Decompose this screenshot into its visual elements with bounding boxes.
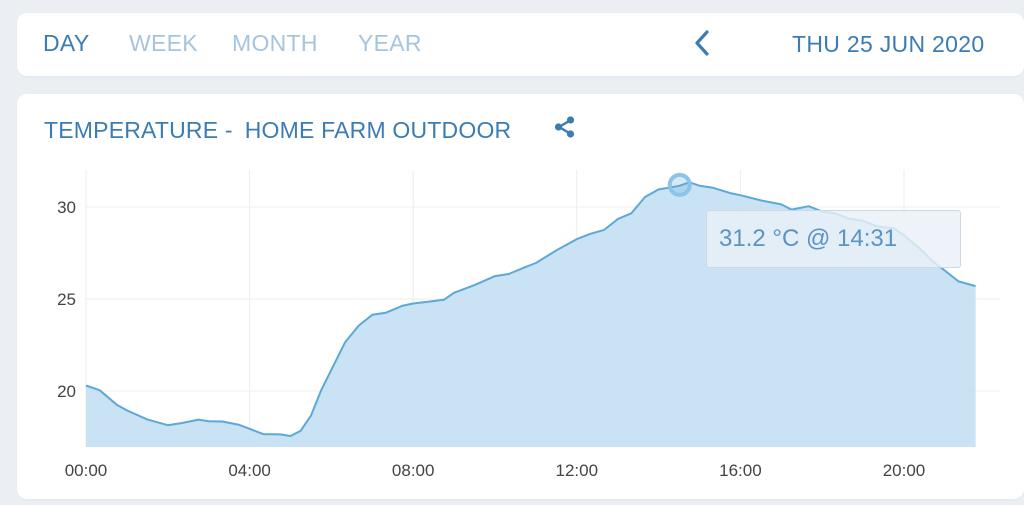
- tab-year[interactable]: YEAR: [358, 30, 422, 56]
- data-tooltip: 31.2 °C @ 14:31: [706, 210, 961, 268]
- x-tick-label: 04:00: [228, 461, 271, 480]
- x-tick-label: 12:00: [556, 461, 599, 480]
- chart-title: TEMPERATURE - HOME FARM OUTDOOR: [44, 117, 511, 144]
- tab-week[interactable]: WEEK: [129, 30, 198, 56]
- date-label[interactable]: THU 25 JUN 2020: [792, 31, 985, 57]
- share-button[interactable]: [552, 114, 578, 140]
- metric-label: TEMPERATURE -: [44, 117, 233, 143]
- tooltip-text: 31.2 °C @ 14:31: [719, 225, 898, 252]
- highlight-point[interactable]: [667, 172, 692, 197]
- chevron-left-icon: [695, 30, 709, 56]
- tab-day[interactable]: DAY: [43, 30, 90, 56]
- x-tick-label: 08:00: [392, 461, 435, 480]
- x-tick-label: 16:00: [719, 461, 762, 480]
- x-tick-label: 20:00: [883, 461, 926, 480]
- share-icon: [554, 116, 575, 138]
- period-toolbar: [17, 13, 1024, 76]
- y-tick-label: 20: [57, 382, 76, 401]
- previous-date-button[interactable]: [690, 28, 716, 58]
- y-tick-label: 30: [57, 198, 76, 217]
- y-tick-label: 25: [57, 290, 76, 309]
- location-label: HOME FARM OUTDOOR: [244, 117, 512, 143]
- x-tick-label: 00:00: [65, 461, 108, 480]
- tab-month[interactable]: MONTH: [232, 30, 318, 56]
- axis-labels: 00:00 04:00 08:00 12:00 16:00 20:00 20 25 30: [57, 198, 925, 480]
